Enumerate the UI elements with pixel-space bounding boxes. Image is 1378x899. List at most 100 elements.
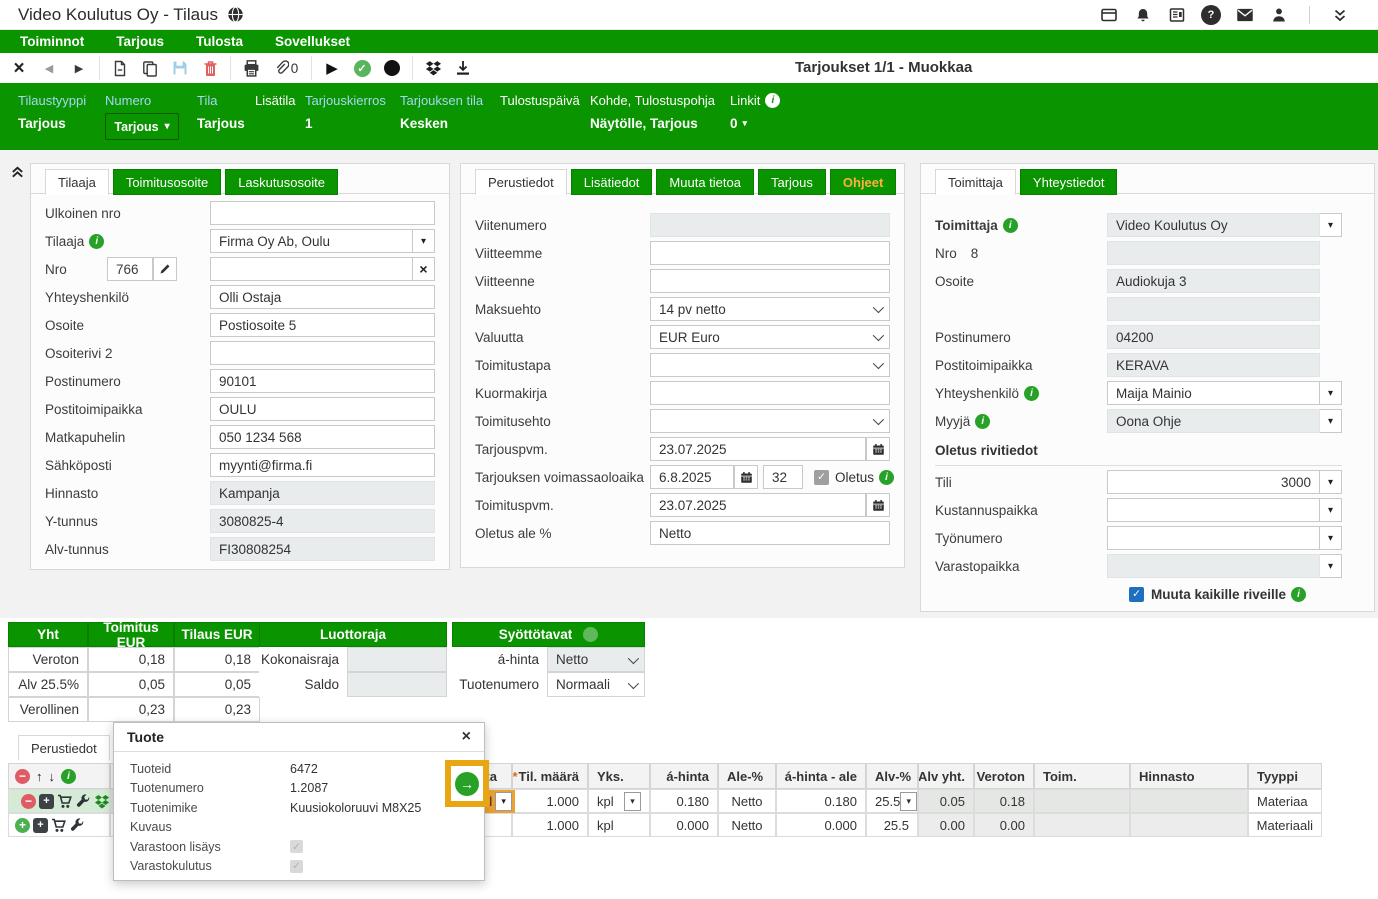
- play-icon[interactable]: [317, 55, 347, 81]
- discount-cell[interactable]: Netto: [718, 813, 776, 837]
- viitteemme-input[interactable]: [650, 241, 890, 265]
- vat-cell[interactable]: 25.5: [866, 813, 918, 837]
- qty-cell[interactable]: 1.000: [512, 789, 588, 813]
- postinumero-input[interactable]: 90101: [210, 369, 435, 393]
- close-record-button[interactable]: [4, 55, 34, 81]
- dropbox-icon[interactable]: [94, 794, 109, 809]
- previous-record-button[interactable]: [34, 55, 64, 81]
- copy-icon[interactable]: [135, 55, 165, 81]
- column-header-price[interactable]: á-hinta: [650, 763, 718, 789]
- bell-icon[interactable]: [1133, 5, 1153, 25]
- menu-tulosta[interactable]: Tulosta: [196, 34, 243, 49]
- varastopaikka-dropdown-button[interactable]: [1320, 554, 1342, 578]
- info-icon[interactable]: [879, 469, 895, 485]
- toimituspvm-input[interactable]: 23.07.2025: [650, 493, 866, 517]
- a-hinta-select[interactable]: Netto: [547, 647, 645, 672]
- close-icon[interactable]: [462, 728, 471, 746]
- oletus-checkbox[interactable]: [814, 469, 829, 485]
- unit-cell[interactable]: kpl: [588, 813, 650, 837]
- info-icon[interactable]: [1002, 217, 1018, 233]
- toimitusehto-select[interactable]: [650, 409, 890, 433]
- help-icon[interactable]: [1201, 5, 1221, 25]
- vat-dropdown-button[interactable]: [900, 791, 917, 811]
- qty-cell[interactable]: 1.000: [512, 813, 588, 837]
- column-header-delivery[interactable]: Toim.: [1034, 763, 1130, 789]
- linkit-dropdown[interactable]: 0: [730, 116, 780, 131]
- tab-tarjous[interactable]: Tarjous: [757, 169, 826, 195]
- column-header-price-after[interactable]: á-hinta - ale: [776, 763, 866, 789]
- info-icon[interactable]: [765, 93, 781, 108]
- postitoimipaikka-input[interactable]: OULU: [210, 397, 435, 421]
- type-select[interactable]: Materiaa: [1248, 789, 1322, 813]
- menu-toiminnot[interactable]: Toiminnot: [20, 34, 85, 49]
- oletus-ale-input[interactable]: Netto: [650, 521, 890, 545]
- column-header-net[interactable]: Veroton: [974, 763, 1034, 789]
- muuta-kaikille-checkbox[interactable]: [1129, 586, 1144, 602]
- tab-perustiedot[interactable]: Perustiedot: [475, 169, 567, 195]
- tab-rivit-perustiedot[interactable]: Perustiedot: [18, 735, 110, 761]
- menu-tarjous[interactable]: Tarjous: [116, 34, 164, 49]
- tab-muuta-tietoa[interactable]: Muuta tietoa: [656, 169, 754, 195]
- tab-tilaaja[interactable]: Tilaaja: [45, 169, 109, 195]
- tarjouspvm-input[interactable]: 23.07.2025: [650, 437, 866, 461]
- chevrons-down-icon[interactable]: [1330, 5, 1350, 25]
- type-cell[interactable]: Materiaali: [1248, 813, 1322, 837]
- cart-icon[interactable]: [51, 818, 67, 833]
- matkapuhelin-input[interactable]: 050 1234 568: [210, 425, 435, 449]
- unit-dropdown-button[interactable]: [624, 791, 641, 811]
- globe-icon[interactable]: [227, 6, 244, 23]
- calendar-icon[interactable]: [734, 465, 758, 489]
- myyja-combo[interactable]: Oona Ohje: [1107, 409, 1320, 433]
- toimitustapa-select[interactable]: [650, 353, 890, 377]
- edit-pencil-button[interactable]: [153, 257, 177, 281]
- info-icon[interactable]: [1024, 385, 1040, 401]
- tab-toimittaja[interactable]: Toimittaja: [935, 169, 1016, 195]
- voimassaolo-date-input[interactable]: 6.8.2025: [650, 465, 734, 489]
- column-header-discount[interactable]: Ale-%: [718, 763, 776, 789]
- record-icon[interactable]: [377, 55, 407, 81]
- tili-combo[interactable]: 3000: [1107, 470, 1320, 494]
- next-record-button[interactable]: [64, 55, 94, 81]
- mail-icon[interactable]: [1235, 5, 1255, 25]
- user-icon[interactable]: [1269, 5, 1289, 25]
- kustannuspaikka-dropdown-button[interactable]: [1320, 498, 1342, 522]
- price-after-cell[interactable]: 0.180: [776, 789, 866, 813]
- delete-icon[interactable]: [195, 55, 225, 81]
- customer-search-input[interactable]: [210, 257, 413, 281]
- column-header-qty[interactable]: * Til. määrä: [512, 763, 588, 789]
- unit-cell[interactable]: kpl: [588, 789, 650, 813]
- kuormakirja-input[interactable]: [650, 381, 890, 405]
- news-icon[interactable]: [1167, 5, 1187, 25]
- menu-sovellukset[interactable]: Sovellukset: [275, 34, 351, 49]
- clear-icon[interactable]: [413, 257, 435, 281]
- add-detail-icon[interactable]: [39, 793, 54, 809]
- yhteyshenkilo-dropdown-button[interactable]: [1320, 381, 1342, 405]
- attachments-button[interactable]: 0: [266, 55, 306, 81]
- price-after-cell[interactable]: 0.000: [776, 813, 866, 837]
- info-icon[interactable]: [1291, 586, 1307, 602]
- vat-cell[interactable]: 25.5: [866, 789, 918, 813]
- window-icon[interactable]: [1099, 5, 1119, 25]
- add-row-icon[interactable]: [15, 817, 30, 833]
- myyja-dropdown-button[interactable]: [1320, 409, 1342, 433]
- calendar-icon[interactable]: [866, 437, 890, 461]
- move-up-icon[interactable]: [36, 769, 43, 784]
- remove-row-icon[interactable]: [15, 768, 30, 784]
- numero-dropdown-button[interactable]: Tarjous: [105, 113, 179, 140]
- info-icon[interactable]: [975, 413, 991, 429]
- add-detail-icon[interactable]: [33, 817, 48, 833]
- price-cell[interactable]: 0.180: [650, 789, 718, 813]
- tyonumero-dropdown-button[interactable]: [1320, 526, 1342, 550]
- viitteenne-input[interactable]: [650, 269, 890, 293]
- ulkoinen-nro-input[interactable]: [210, 201, 435, 225]
- dropbox-icon[interactable]: [418, 55, 448, 81]
- price-cell[interactable]: 0.000: [650, 813, 718, 837]
- yhteyshenkilo-input[interactable]: Olli Ostaja: [210, 285, 435, 309]
- osoiterivi2-input[interactable]: [210, 341, 435, 365]
- column-header-pricelist[interactable]: Hinnasto: [1130, 763, 1248, 789]
- open-product-arrow-button[interactable]: [455, 771, 479, 796]
- tuotenumero-select[interactable]: Normaali: [547, 672, 645, 697]
- tyonumero-combo[interactable]: [1107, 526, 1320, 550]
- toimittaja-dropdown-button[interactable]: [1320, 213, 1342, 237]
- download-icon[interactable]: [448, 55, 478, 81]
